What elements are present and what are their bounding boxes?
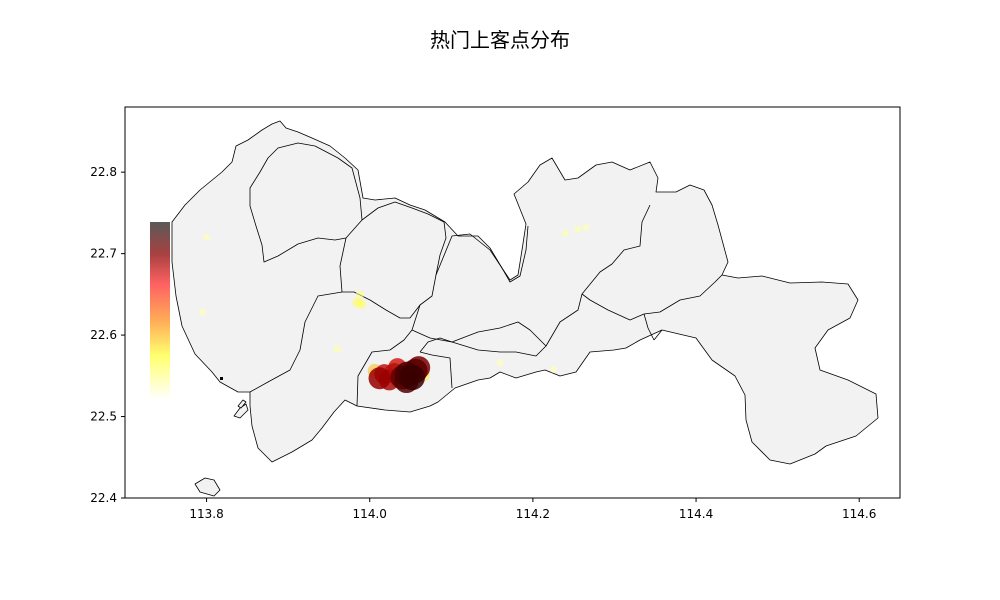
region-outline-west bbox=[171, 120, 879, 465]
y-tick-label: 22.5 bbox=[90, 410, 117, 424]
map-area bbox=[171, 120, 879, 497]
x-tick-label: 114.4 bbox=[679, 507, 713, 521]
axes-frame bbox=[124, 106, 901, 499]
island-2 bbox=[233, 403, 249, 419]
pickup-point bbox=[202, 233, 211, 241]
district-boundary-10 bbox=[643, 313, 655, 341]
district-boundary-3 bbox=[249, 291, 343, 393]
island-3 bbox=[237, 399, 247, 409]
x-axis: 113.8 114.0 114.2 114.4 114.6 bbox=[189, 498, 876, 521]
pickup-point bbox=[399, 364, 425, 391]
pickup-point bbox=[198, 308, 207, 316]
pickup-point bbox=[352, 297, 363, 308]
district-boundary-5 bbox=[435, 225, 529, 283]
district-boundary-9 bbox=[581, 274, 723, 321]
pickup-point bbox=[582, 223, 590, 232]
y-tick-label: 22.7 bbox=[90, 247, 117, 261]
x-tick-label: 114.0 bbox=[353, 507, 387, 521]
pickup-point bbox=[333, 345, 341, 353]
pickup-points bbox=[198, 223, 590, 394]
district-boundary-6 bbox=[411, 204, 651, 347]
marker-dot bbox=[220, 377, 223, 380]
pickup-point bbox=[561, 229, 570, 237]
x-tick-label: 114.2 bbox=[516, 507, 550, 521]
y-tick-label: 22.8 bbox=[90, 165, 117, 179]
y-tick-label: 22.4 bbox=[90, 491, 117, 505]
x-tick-label: 113.8 bbox=[189, 507, 223, 521]
pickup-point bbox=[355, 290, 365, 299]
district-boundary-8 bbox=[419, 337, 547, 357]
y-tick-label: 22.6 bbox=[90, 328, 117, 342]
pickup-point bbox=[574, 225, 582, 233]
y-axis: 22.4 22.5 22.6 22.7 22.8 bbox=[90, 165, 125, 505]
pickup-point bbox=[496, 359, 504, 367]
pickup-point bbox=[549, 365, 557, 373]
chart-title: 热门上客点分布 bbox=[430, 28, 570, 52]
district-boundary-1 bbox=[249, 142, 363, 263]
pickup-point bbox=[368, 367, 391, 390]
color-scale bbox=[150, 222, 170, 400]
district-boundary-7 bbox=[419, 351, 453, 389]
x-tick-label: 114.6 bbox=[842, 507, 876, 521]
island-1 bbox=[194, 477, 221, 497]
district-boundary-11 bbox=[653, 329, 663, 341]
district-boundary-2 bbox=[339, 201, 447, 319]
